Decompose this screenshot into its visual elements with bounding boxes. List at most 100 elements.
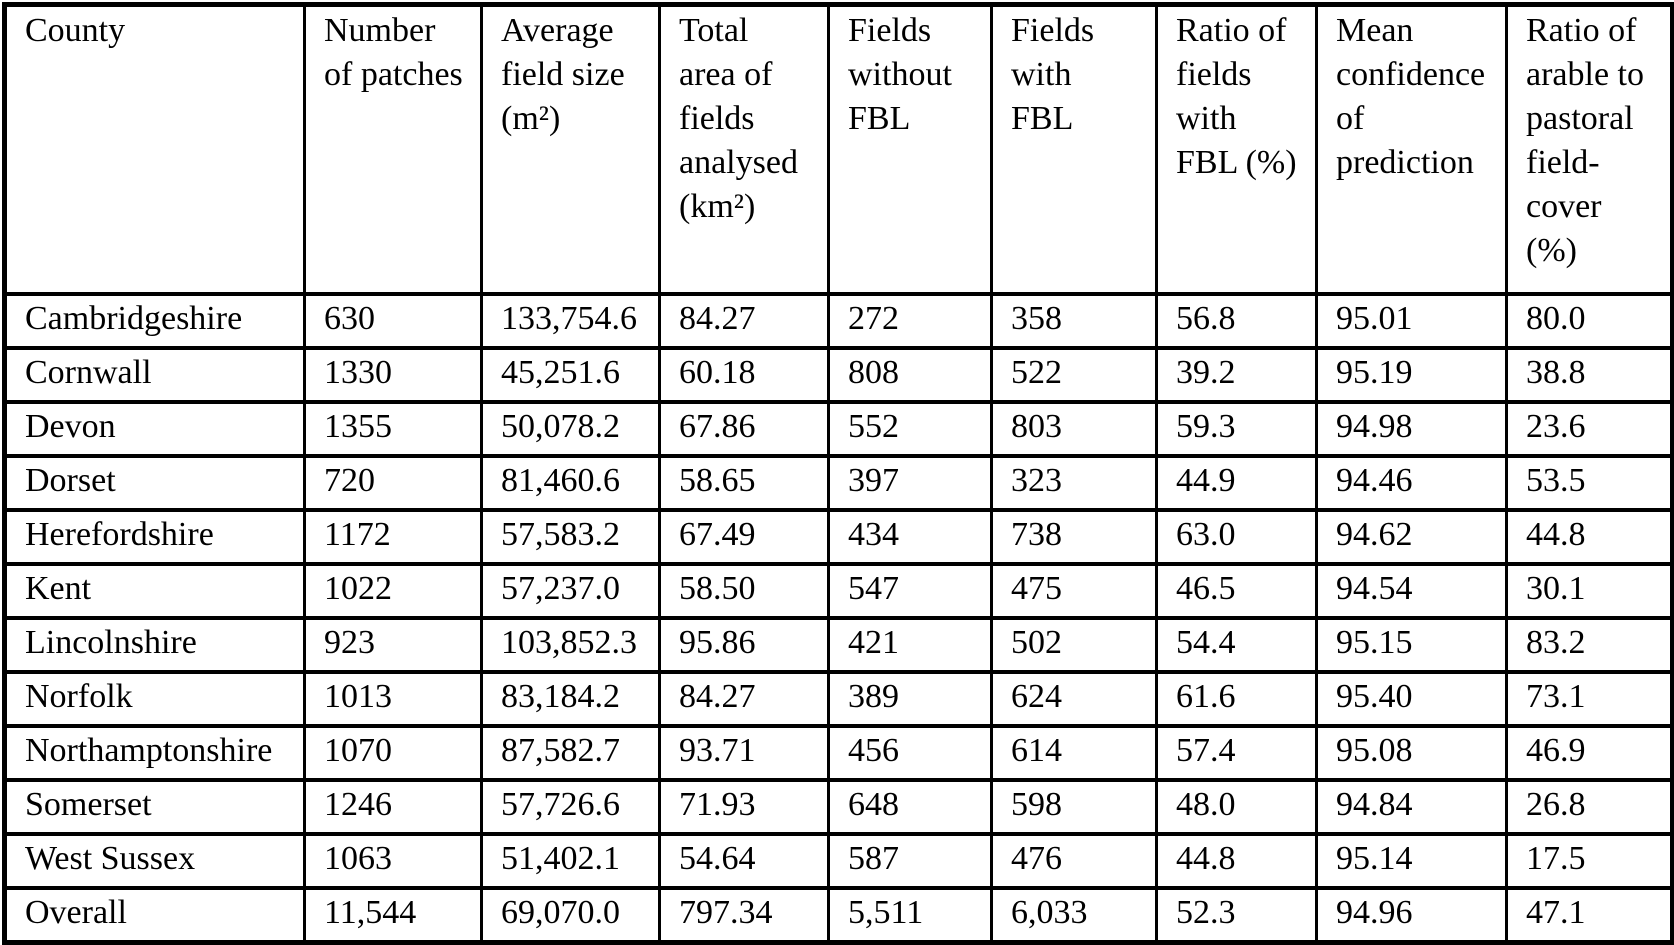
- column-header-line: field-: [1526, 144, 1600, 181]
- column-header-line: FBL: [1011, 100, 1074, 137]
- value-cell: 95.40: [1315, 670, 1508, 728]
- table-row: Lincolnshire 923 103,852.3 95.86 421 502 54.4 9…: [3, 616, 1674, 674]
- value-cell: 52.3: [1155, 886, 1318, 945]
- value-cell: 94.96: [1315, 886, 1508, 945]
- value-cell: 73.1: [1505, 670, 1674, 728]
- value-cell: 5,511: [827, 886, 993, 945]
- county-cell: Overall: [3, 886, 306, 945]
- column-header: Ratio of arable to pastoral field-cover (%): [1505, 2, 1674, 296]
- value-cell: 476: [990, 832, 1158, 890]
- value-cell: 323: [990, 454, 1158, 512]
- table-row: Devon 1355 50,078.2 67.86 552 803 59.3 94.98 23.…: [3, 400, 1674, 458]
- column-header-line: (m²): [501, 100, 561, 137]
- table-row: Overall 11,544 69,070.0 797.34 5,511 6,033 52.…: [3, 886, 1674, 945]
- county-cell: Norfolk: [3, 670, 306, 728]
- value-cell: 44.8: [1505, 508, 1674, 566]
- value-cell: 552: [827, 400, 993, 458]
- value-cell: 84.27: [658, 292, 830, 350]
- value-cell: 54.4: [1155, 616, 1318, 674]
- table-row: West Sussex 1063 51,402.1 54.64 587 476 44.8 95…: [3, 832, 1674, 890]
- value-cell: 81,460.6: [480, 454, 661, 512]
- value-cell: 39.2: [1155, 346, 1318, 404]
- value-cell: 720: [303, 454, 483, 512]
- value-cell: 93.71: [658, 724, 830, 782]
- column-header: Average field size (m²): [480, 2, 661, 296]
- value-cell: 51,402.1: [480, 832, 661, 890]
- column-header: Ratio of fields with FBL (%): [1155, 2, 1318, 296]
- value-cell: 1355: [303, 400, 483, 458]
- value-cell: 598: [990, 778, 1158, 836]
- county-cell: Cambridgeshire: [3, 292, 306, 350]
- county-cell: Cornwall: [3, 346, 306, 404]
- county-cell: West Sussex: [3, 832, 306, 890]
- county-cell: Lincolnshire: [3, 616, 306, 674]
- column-header-line: Mean: [1336, 12, 1414, 49]
- value-cell: 1172: [303, 508, 483, 566]
- column-header-line: area of: [679, 56, 773, 93]
- value-cell: 46.5: [1155, 562, 1318, 620]
- value-cell: 456: [827, 724, 993, 782]
- value-cell: 30.1: [1505, 562, 1674, 620]
- value-cell: 58.65: [658, 454, 830, 512]
- value-cell: 648: [827, 778, 993, 836]
- value-cell: 67.86: [658, 400, 830, 458]
- column-header-line: analysed: [679, 144, 798, 181]
- value-cell: 50,078.2: [480, 400, 661, 458]
- value-cell: 272: [827, 292, 993, 350]
- column-header-line: pastoral: [1526, 100, 1634, 137]
- value-cell: 57.4: [1155, 724, 1318, 782]
- value-cell: 53.5: [1505, 454, 1674, 512]
- column-header-line: (%): [1526, 232, 1577, 269]
- column-header-line: arable to: [1526, 56, 1644, 93]
- value-cell: 48.0: [1155, 778, 1318, 836]
- value-cell: 1063: [303, 832, 483, 890]
- value-cell: 11,544: [303, 886, 483, 945]
- value-cell: 44.8: [1155, 832, 1318, 890]
- value-cell: 475: [990, 562, 1158, 620]
- value-cell: 47.1: [1505, 886, 1674, 945]
- column-header-line: FBL (%): [1176, 144, 1297, 181]
- column-header-line: field size: [501, 56, 625, 93]
- value-cell: 57,583.2: [480, 508, 661, 566]
- column-header-line: fields: [1176, 56, 1252, 93]
- county-cell: Herefordshire: [3, 508, 306, 566]
- value-cell: 45,251.6: [480, 346, 661, 404]
- value-cell: 95.01: [1315, 292, 1508, 350]
- value-cell: 56.8: [1155, 292, 1318, 350]
- value-cell: 23.6: [1505, 400, 1674, 458]
- column-header-line: Number: [324, 12, 436, 49]
- column-header: Total area of fields analysed (km²): [658, 2, 830, 296]
- value-cell: 69,070.0: [480, 886, 661, 945]
- county-cell: Northamptonshire: [3, 724, 306, 782]
- column-header-line: Fields: [848, 12, 932, 49]
- value-cell: 83,184.2: [480, 670, 661, 728]
- column-header-line: FBL: [848, 100, 911, 137]
- column-header-line: with: [1011, 56, 1072, 93]
- value-cell: 95.08: [1315, 724, 1508, 782]
- value-cell: 57,726.6: [480, 778, 661, 836]
- value-cell: 95.14: [1315, 832, 1508, 890]
- column-header-line: Average: [501, 12, 614, 49]
- table-row: Kent 1022 57,237.0 58.50 547 475 46.5 94.54 30.1: [3, 562, 1674, 620]
- column-header-line: with: [1176, 100, 1237, 137]
- value-cell: 808: [827, 346, 993, 404]
- column-header-line: Fields: [1011, 12, 1095, 49]
- county-cell: Kent: [3, 562, 306, 620]
- value-cell: 1022: [303, 562, 483, 620]
- value-cell: 803: [990, 400, 1158, 458]
- value-cell: 522: [990, 346, 1158, 404]
- value-cell: 94.46: [1315, 454, 1508, 512]
- column-header-line: Ratio of: [1176, 12, 1287, 49]
- value-cell: 421: [827, 616, 993, 674]
- value-cell: 1070: [303, 724, 483, 782]
- table-row: Dorset 720 81,460.6 58.65 397 323 44.9 94.46 53.…: [3, 454, 1674, 512]
- header-row: County Number of patches Average field size (…: [3, 2, 1674, 296]
- value-cell: 103,852.3: [480, 616, 661, 674]
- table-header: County Number of patches Average field size (…: [3, 2, 1674, 296]
- table-row: Cambridgeshire 630 133,754.6 84.27 272 358 56.…: [3, 292, 1674, 350]
- column-header-line: (km²): [679, 188, 756, 225]
- value-cell: 95.19: [1315, 346, 1508, 404]
- county-cell: Dorset: [3, 454, 306, 512]
- table-row: Northamptonshire 1070 87,582.7 93.71 456 614 5…: [3, 724, 1674, 782]
